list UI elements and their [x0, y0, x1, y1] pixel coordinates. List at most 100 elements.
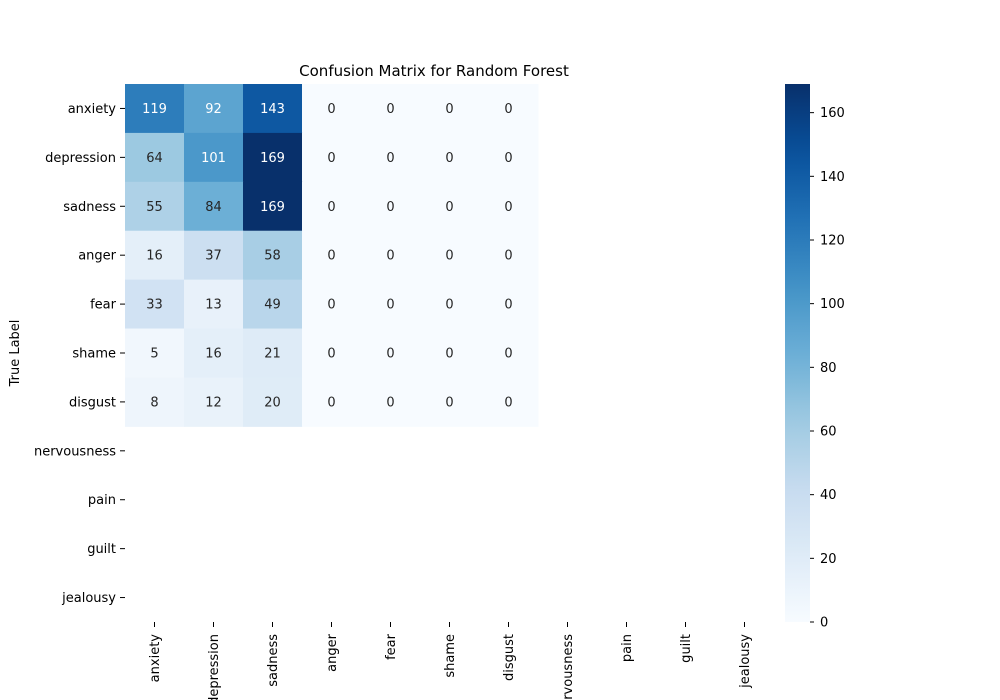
- heatmap-cell: [243, 132, 303, 183]
- heatmap-cell: [361, 377, 421, 427]
- y-tick-label: disgust: [69, 395, 116, 410]
- y-tick-label: nervousness: [34, 444, 116, 459]
- x-tick-labels: anxiety depression sadness anger fear shame di…: [148, 622, 753, 700]
- heatmap-cell: [302, 377, 362, 427]
- cell-value-label: 0: [327, 347, 335, 362]
- cell-value-label: 0: [445, 200, 453, 215]
- cell-value-label: 13: [205, 298, 222, 313]
- x-tick-label: anger: [325, 633, 340, 671]
- cell-value-label: 12: [205, 395, 222, 410]
- y-tick-label: anxiety: [68, 102, 117, 117]
- cell-value-label: 8: [150, 395, 158, 410]
- heatmap-cell: [184, 230, 244, 281]
- cell-value-label: 0: [504, 249, 512, 264]
- heatmap-cell: [420, 377, 480, 427]
- y-tick-label: depression: [45, 151, 116, 166]
- heatmap-cell: [125, 377, 185, 427]
- heatmap-cell: [361, 84, 421, 134]
- y-tick-label: fear: [90, 298, 117, 313]
- heatmap-cell: [361, 230, 421, 281]
- cell-value-label: 0: [327, 249, 335, 264]
- heatmap-cell: [302, 132, 362, 183]
- heatmap-cell: [420, 328, 480, 378]
- cell-value-label: 0: [504, 347, 512, 362]
- heatmap-cell: [361, 279, 421, 330]
- colorbar-tick-label: 60: [820, 424, 837, 439]
- colorbar-tick-label: 20: [820, 552, 837, 567]
- heatmap-cell: [125, 328, 185, 378]
- cell-value-label: 0: [386, 298, 394, 313]
- y-tick-label: jealousy: [61, 591, 116, 606]
- y-tick-labels: anxiety depression sadness anger fear shame di…: [34, 102, 125, 606]
- heatmap-cell: [420, 279, 480, 330]
- heatmap-cell: [243, 279, 303, 330]
- cell-value-label: 101: [201, 151, 226, 166]
- heatmap-cells: [125, 84, 539, 427]
- cell-annotations: 119 92 143 0 0 0 0 64 101 169 0 0 0 0 55 84 169 0 0 0 0 16 37 5…: [142, 102, 513, 410]
- cell-value-label: 0: [504, 102, 512, 117]
- heatmap-cell: [302, 328, 362, 378]
- cell-value-label: 0: [327, 298, 335, 313]
- heatmap-cell: [420, 132, 480, 183]
- heatmap-cell: [243, 181, 303, 232]
- cell-value-label: 92: [205, 102, 222, 117]
- heatmap-cell: [479, 279, 539, 330]
- cell-value-label: 0: [327, 395, 335, 410]
- heatmap-cell: [184, 132, 244, 183]
- x-tick-label: sadness: [266, 634, 281, 687]
- heatmap-cell: [479, 84, 539, 134]
- cell-value-label: 16: [146, 249, 163, 264]
- cell-value-label: 0: [445, 347, 453, 362]
- heatmap-cell: [361, 132, 421, 183]
- cell-value-label: 0: [386, 249, 394, 264]
- heatmap-cell: [184, 279, 244, 330]
- x-tick-label: shame: [443, 634, 458, 678]
- heatmap-cell: [243, 230, 303, 281]
- x-tick-label: fear: [384, 633, 399, 660]
- heatmap-cell: [479, 230, 539, 281]
- cell-value-label: 0: [445, 249, 453, 264]
- heatmap-cell: [184, 181, 244, 232]
- heatmap-cell: [479, 328, 539, 378]
- cell-value-label: 49: [264, 298, 281, 313]
- cell-value-label: 5: [150, 347, 158, 362]
- cell-value-label: 0: [445, 395, 453, 410]
- colorbar-tick-label: 40: [820, 488, 837, 503]
- cell-value-label: 119: [142, 102, 167, 117]
- colorbar-tick-label: 80: [820, 361, 837, 376]
- heatmap-cell: [125, 132, 185, 183]
- chart-title: Confusion Matrix for Random Forest: [299, 62, 569, 80]
- cell-value-label: 0: [327, 102, 335, 117]
- cell-value-label: 21: [264, 347, 281, 362]
- heatmap-cell: [184, 84, 244, 134]
- x-tick-label: disgust: [502, 634, 517, 681]
- cell-value-label: 0: [327, 200, 335, 215]
- cell-value-label: 0: [327, 151, 335, 166]
- cell-value-label: 37: [205, 249, 222, 264]
- cell-value-label: 0: [445, 298, 453, 313]
- cell-value-label: 16: [205, 347, 222, 362]
- x-tick-label: nervousness: [561, 634, 576, 700]
- x-tick-label: jealousy: [738, 634, 753, 689]
- heatmap-cell: [184, 328, 244, 378]
- cell-value-label: 55: [146, 200, 163, 215]
- cell-value-label: 0: [504, 395, 512, 410]
- heatmap-cell: [479, 377, 539, 427]
- heatmap-cell: [302, 230, 362, 281]
- cell-value-label: 0: [504, 200, 512, 215]
- y-tick-label: shame: [72, 347, 116, 362]
- cell-value-label: 0: [386, 395, 394, 410]
- colorbar: 0 20 40 60 80 100 120 140 160: [785, 84, 845, 631]
- cell-value-label: 0: [386, 200, 394, 215]
- cell-value-label: 20: [264, 395, 281, 410]
- x-tick-label: pain: [620, 634, 635, 662]
- y-tick-label: anger: [78, 249, 116, 264]
- cell-value-label: 169: [260, 200, 285, 215]
- heatmap-cell: [125, 181, 185, 232]
- cell-value-label: 143: [260, 102, 285, 117]
- cell-value-label: 64: [146, 151, 163, 166]
- colorbar-tick-label: 120: [820, 233, 845, 248]
- colorbar-tick-label: 100: [820, 297, 845, 312]
- heatmap-cell: [302, 84, 362, 134]
